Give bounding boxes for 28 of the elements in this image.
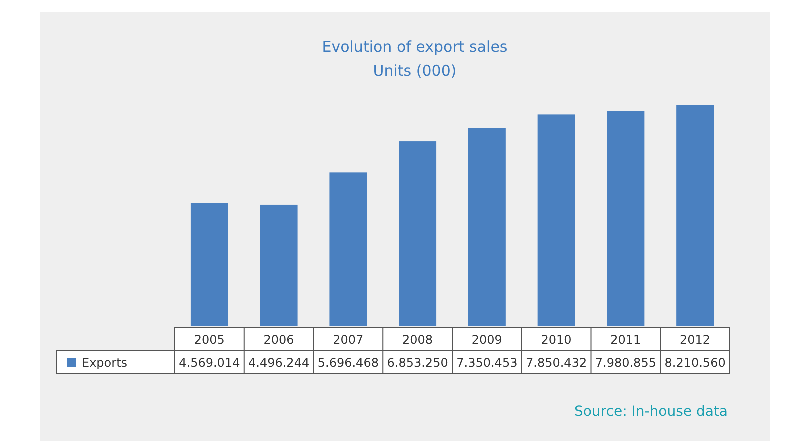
x-tick-label: 2012 bbox=[680, 333, 711, 347]
bar bbox=[399, 142, 437, 326]
legend-label: Exports bbox=[82, 356, 128, 370]
bar bbox=[190, 203, 228, 326]
x-tick-label: 2011 bbox=[610, 333, 642, 347]
data-label: 5.696.468 bbox=[318, 356, 379, 370]
bar bbox=[468, 128, 506, 326]
bar bbox=[538, 114, 576, 326]
x-tick-label: 2008 bbox=[402, 333, 434, 347]
chart-subtitle: Units (000) bbox=[373, 62, 457, 80]
bar bbox=[260, 204, 298, 326]
data-label: 7.850.432 bbox=[526, 356, 588, 370]
chart-title: Evolution of export sales bbox=[322, 38, 508, 56]
data-label: 4.569.014 bbox=[179, 356, 240, 370]
x-tick-label: 2006 bbox=[264, 333, 294, 347]
source-note: Source: In-house data bbox=[574, 404, 728, 420]
x-tick-label: 2009 bbox=[472, 333, 502, 347]
bar bbox=[676, 105, 714, 326]
bar bbox=[607, 111, 645, 326]
data-label: 8.210.560 bbox=[664, 356, 726, 370]
data-label: 6.853.250 bbox=[387, 356, 448, 370]
data-label: 7.350.453 bbox=[456, 356, 518, 370]
data-label: 4.496.244 bbox=[248, 356, 310, 370]
bar bbox=[330, 172, 368, 326]
data-label: 7.980.855 bbox=[595, 356, 656, 370]
x-tick-label: 2010 bbox=[541, 333, 572, 347]
x-tick-label: 2007 bbox=[333, 333, 364, 347]
x-tick-label: 2005 bbox=[194, 333, 225, 347]
